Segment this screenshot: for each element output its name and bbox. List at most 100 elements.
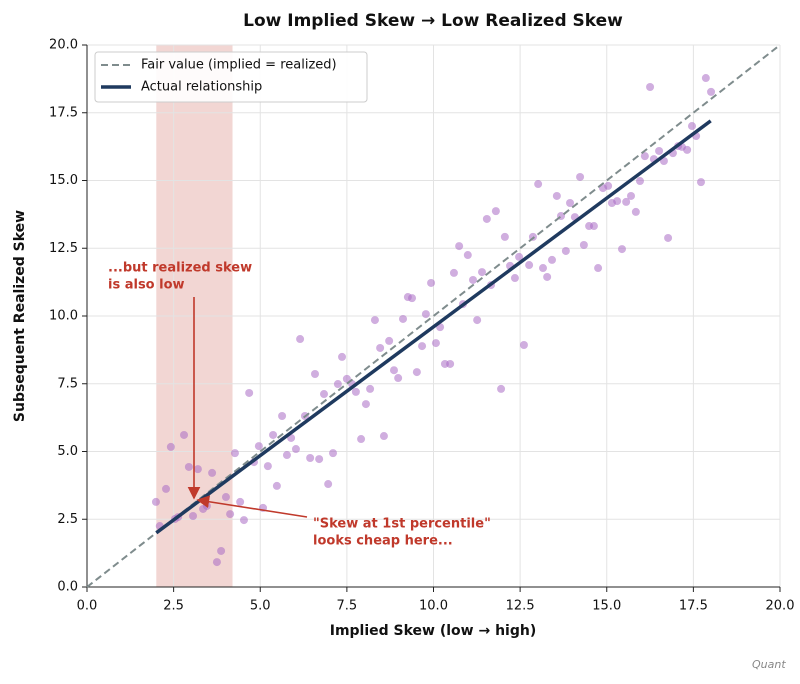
point	[579, 240, 588, 249]
y-tick-label: 2.5	[57, 512, 78, 527]
point	[180, 430, 189, 439]
point	[226, 510, 235, 519]
point	[282, 451, 291, 460]
point	[162, 484, 171, 493]
point	[622, 197, 631, 206]
point	[254, 442, 263, 451]
point	[469, 275, 478, 284]
point	[399, 314, 408, 323]
point	[636, 177, 645, 186]
point	[543, 272, 552, 281]
point	[230, 449, 239, 458]
point	[525, 261, 534, 270]
point	[627, 191, 636, 200]
point	[239, 516, 248, 525]
point	[566, 198, 575, 207]
point	[202, 501, 211, 510]
legend-label: Fair value (implied = realized)	[141, 58, 337, 73]
point	[427, 278, 436, 287]
x-tick-label: 2.5	[163, 599, 184, 614]
point	[193, 465, 202, 474]
y-tick-label: 15.0	[49, 173, 78, 188]
point	[394, 374, 403, 383]
point	[664, 233, 673, 242]
legend-box	[94, 51, 368, 103]
y-axis-label: Subsequent Realized Skew	[12, 210, 28, 422]
x-tick-label: 0.0	[77, 599, 98, 614]
point	[338, 352, 347, 361]
point	[329, 449, 338, 458]
point	[306, 454, 315, 463]
point	[272, 481, 281, 490]
point	[351, 387, 360, 396]
point	[370, 316, 379, 325]
point	[217, 546, 226, 555]
point	[473, 316, 482, 325]
point	[655, 146, 664, 155]
y-tick-label: 10.0	[49, 309, 78, 324]
point	[478, 268, 487, 277]
point	[376, 343, 385, 352]
point	[538, 264, 547, 273]
point	[212, 558, 221, 567]
point	[166, 442, 175, 451]
point	[687, 122, 696, 131]
point	[683, 145, 692, 154]
point	[446, 359, 455, 368]
point	[463, 251, 472, 260]
point	[263, 462, 272, 471]
point	[296, 335, 305, 344]
point	[366, 384, 375, 393]
point	[561, 246, 570, 255]
annotation-text: looks cheap here...	[313, 534, 453, 549]
point	[151, 497, 160, 506]
annotation-text: ...but realized skew	[108, 261, 252, 276]
point	[379, 432, 388, 441]
point	[491, 207, 500, 216]
point	[455, 242, 464, 251]
point	[552, 191, 561, 200]
point	[421, 310, 430, 319]
x-tick-label: 17.5	[679, 599, 708, 614]
point	[519, 340, 528, 349]
x-tick-label: 12.5	[506, 599, 535, 614]
watermark: Quant	[752, 658, 786, 671]
point	[208, 468, 217, 477]
x-axis-label: Implied Skew (low → high)	[330, 623, 537, 639]
legend-label: Actual relationship	[141, 80, 262, 95]
point	[189, 511, 198, 520]
y-tick-label: 0.0	[57, 580, 78, 595]
point	[515, 252, 524, 261]
point	[701, 74, 710, 83]
point	[696, 178, 705, 187]
line	[155, 119, 712, 535]
point	[320, 390, 329, 399]
point	[315, 455, 324, 464]
point	[324, 480, 333, 489]
annotation-arrow	[196, 495, 308, 518]
x-tick-label: 7.5	[337, 599, 358, 614]
point	[184, 462, 193, 471]
point	[310, 369, 319, 378]
point	[269, 430, 278, 439]
y-tick-label: 17.5	[49, 105, 78, 120]
point	[236, 497, 245, 506]
point	[534, 180, 543, 189]
point	[431, 339, 440, 348]
point	[594, 264, 603, 273]
y-tick-label: 20.0	[49, 38, 78, 53]
point	[385, 336, 394, 345]
point	[631, 207, 640, 216]
chart-title: Low Implied Skew → Low Realized Skew	[243, 11, 623, 31]
point	[449, 268, 458, 277]
y-tick-label: 12.5	[49, 241, 78, 256]
point	[604, 181, 613, 190]
point	[291, 445, 300, 454]
point	[617, 245, 626, 254]
point	[497, 384, 506, 393]
point	[389, 366, 398, 375]
point	[278, 411, 287, 420]
point	[707, 87, 716, 96]
point	[408, 294, 417, 303]
